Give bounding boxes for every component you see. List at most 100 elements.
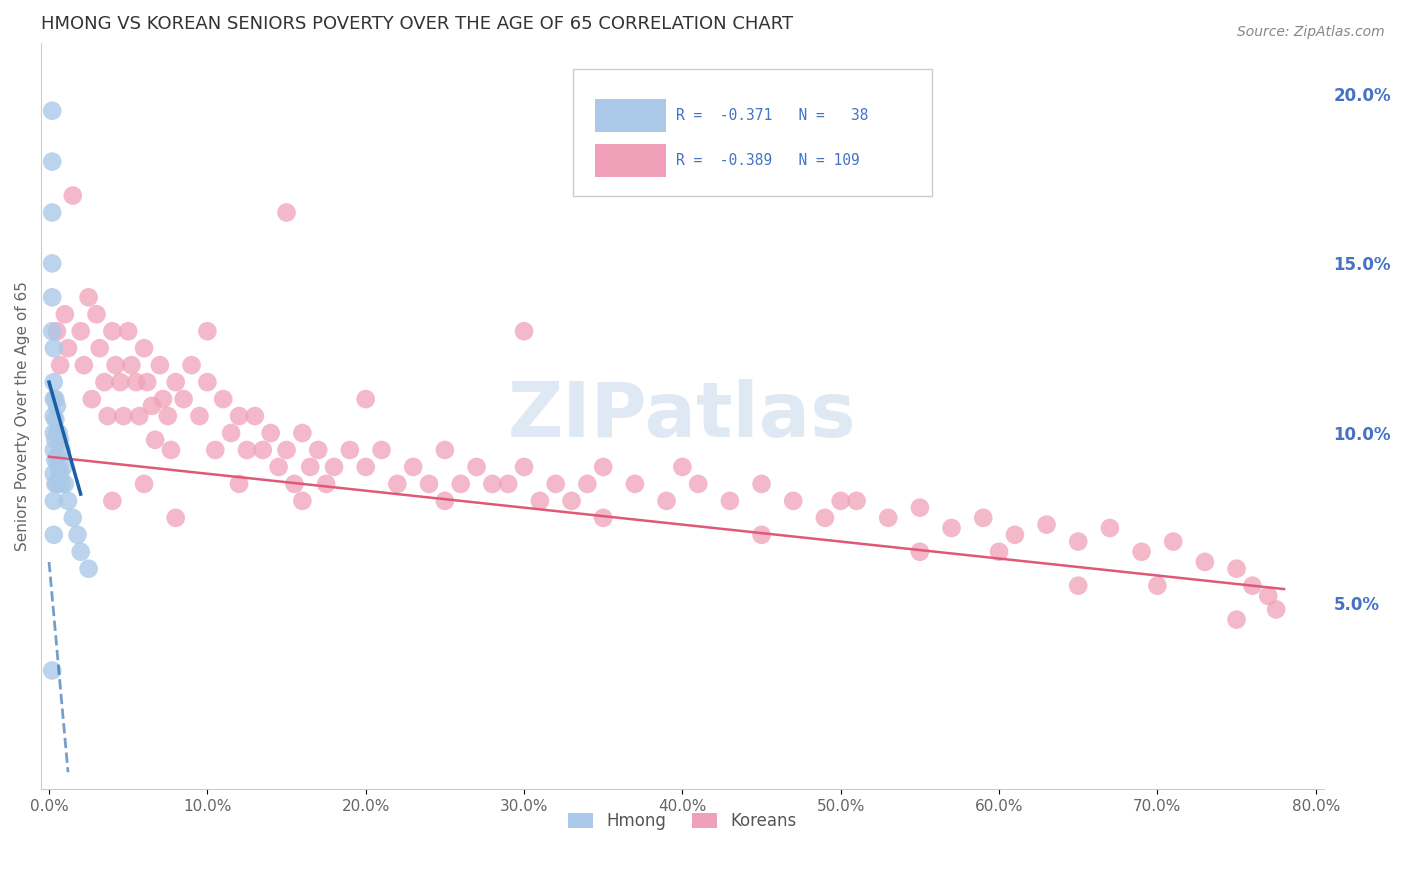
Point: [592, 511, 614, 525]
Point: [1161, 534, 1184, 549]
Point: [48, 459, 70, 474]
Point: [195, 375, 218, 389]
Point: [370, 442, 392, 457]
Point: [204, 442, 226, 457]
Point: [42, 392, 65, 406]
Point: [101, 324, 124, 338]
Y-axis label: Seniors Poverty Over the Age of 65: Seniors Poverty Over the Age of 65: [15, 281, 30, 551]
Point: [89, 341, 111, 355]
Point: [243, 409, 266, 423]
FancyBboxPatch shape: [595, 144, 665, 178]
Point: [1225, 613, 1247, 627]
Point: [180, 358, 202, 372]
Point: [41, 103, 63, 118]
Point: [42, 341, 65, 355]
Point: [276, 205, 298, 219]
Point: [544, 476, 567, 491]
Point: [49, 467, 72, 481]
Point: [41, 324, 63, 338]
Point: [46, 450, 69, 464]
Point: [908, 500, 931, 515]
Point: [1067, 534, 1090, 549]
Point: [51, 442, 73, 457]
FancyBboxPatch shape: [574, 69, 932, 196]
Point: [44, 476, 66, 491]
Point: [624, 476, 647, 491]
Point: [44, 412, 66, 426]
Point: [276, 442, 298, 457]
Point: [86, 307, 108, 321]
Point: [53, 307, 76, 321]
Point: [671, 459, 693, 474]
Point: [41, 664, 63, 678]
Point: [136, 375, 159, 389]
Point: [62, 511, 84, 525]
Point: [830, 494, 852, 508]
Point: [97, 409, 120, 423]
Point: [529, 494, 551, 508]
Point: [188, 409, 211, 423]
Point: [42, 442, 65, 457]
Point: [46, 476, 69, 491]
Point: [845, 494, 868, 508]
Point: [267, 459, 290, 474]
Point: [283, 476, 305, 491]
Point: [418, 476, 440, 491]
Point: [307, 442, 329, 457]
Point: [1146, 579, 1168, 593]
Point: [143, 433, 166, 447]
Point: [1067, 579, 1090, 593]
Point: [496, 476, 519, 491]
Point: [228, 476, 250, 491]
Point: [56, 341, 79, 355]
Point: [77, 562, 100, 576]
Point: [1098, 521, 1121, 535]
Point: [44, 433, 66, 447]
Point: [42, 528, 65, 542]
Point: [592, 459, 614, 474]
Point: [51, 476, 73, 491]
Point: [41, 205, 63, 219]
Point: [1265, 602, 1288, 616]
Legend: Hmong, Koreans: Hmong, Koreans: [562, 805, 803, 837]
Point: [48, 425, 70, 440]
Point: [1225, 562, 1247, 576]
Point: [112, 409, 135, 423]
Text: ZIPatlas: ZIPatlas: [508, 379, 856, 453]
Point: [49, 358, 72, 372]
Point: [62, 188, 84, 202]
Point: [117, 324, 139, 338]
Point: [49, 433, 72, 447]
Point: [751, 528, 773, 542]
Point: [450, 476, 472, 491]
Point: [101, 494, 124, 508]
Point: [152, 392, 174, 406]
Point: [782, 494, 804, 508]
Text: Source: ZipAtlas.com: Source: ZipAtlas.com: [1237, 25, 1385, 39]
Point: [46, 324, 69, 338]
Point: [42, 467, 65, 481]
Point: [46, 399, 69, 413]
Point: [53, 476, 76, 491]
Point: [481, 476, 503, 491]
Point: [252, 442, 274, 457]
Point: [120, 358, 142, 372]
Point: [160, 442, 183, 457]
Point: [814, 511, 837, 525]
Point: [73, 358, 96, 372]
Point: [465, 459, 488, 474]
Point: [46, 425, 69, 440]
Point: [228, 409, 250, 423]
Point: [110, 375, 132, 389]
Point: [988, 545, 1011, 559]
Point: [688, 476, 710, 491]
Point: [165, 375, 187, 389]
Point: [402, 459, 425, 474]
Point: [236, 442, 259, 457]
Point: [323, 459, 346, 474]
Point: [1257, 589, 1279, 603]
Point: [387, 476, 409, 491]
Point: [1035, 517, 1057, 532]
Point: [42, 425, 65, 440]
Point: [128, 409, 150, 423]
